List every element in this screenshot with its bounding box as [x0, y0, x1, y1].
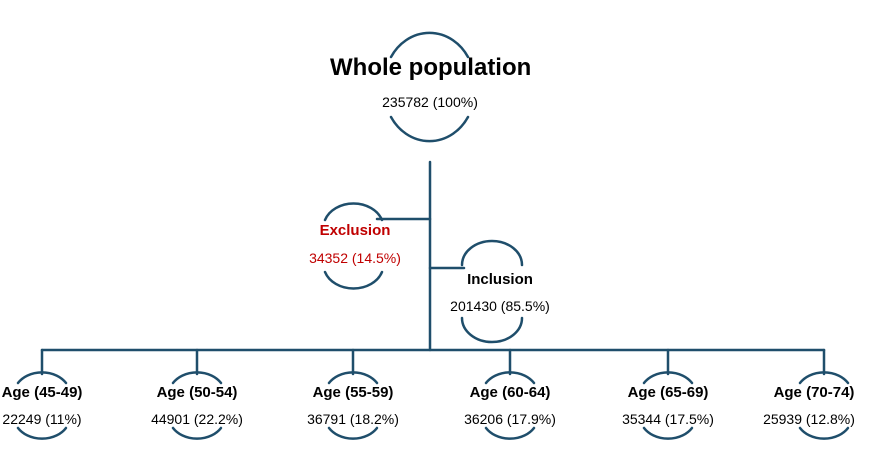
inclusion-node-bottom-arc	[460, 316, 524, 344]
root-node-bottom-arc	[389, 115, 470, 143]
age-group-value: 22249 (11%)	[2, 411, 82, 427]
root-value: 235782 (100%)	[382, 94, 478, 110]
inclusion-value: 201430 (85.5%)	[450, 298, 550, 314]
age-group-node-2	[171, 348, 223, 440]
exclusion-node-bottom-arc	[323, 270, 384, 290]
age-group-value: 36206 (17.9%)	[464, 411, 556, 427]
inclusion-node-top-arc	[460, 239, 524, 267]
age-group-node-3	[327, 348, 379, 440]
exclusion-node-top-arc	[323, 202, 384, 222]
age-group-value: 36791 (18.2%)	[307, 411, 399, 427]
age-group-label: Age (70-74)	[773, 384, 855, 401]
age-group-label: Age (55-59)	[312, 384, 394, 401]
age-group-label: Age (60-64)	[469, 384, 551, 401]
age-group-label: Age (65-69)	[627, 384, 709, 401]
age-group-node-5	[642, 348, 694, 440]
age-group-node-6	[798, 348, 850, 440]
root-label: Whole population	[330, 54, 532, 81]
age-group-label: Age (45-49)	[1, 384, 83, 401]
age-group-value: 25939 (12.8%)	[763, 411, 855, 427]
age-group-node-1	[16, 348, 68, 440]
inclusion-label: Inclusion	[467, 271, 533, 288]
age-group-value: 35344 (17.5%)	[622, 411, 714, 427]
exclusion-label: Exclusion	[319, 222, 391, 239]
age-group-node-4	[484, 348, 536, 440]
exclusion-value: 34352 (14.5%)	[309, 250, 401, 266]
age-group-label: Age (50-54)	[156, 384, 238, 401]
root-node-top-arc	[389, 31, 470, 59]
age-group-value: 44901 (22.2%)	[151, 411, 243, 427]
